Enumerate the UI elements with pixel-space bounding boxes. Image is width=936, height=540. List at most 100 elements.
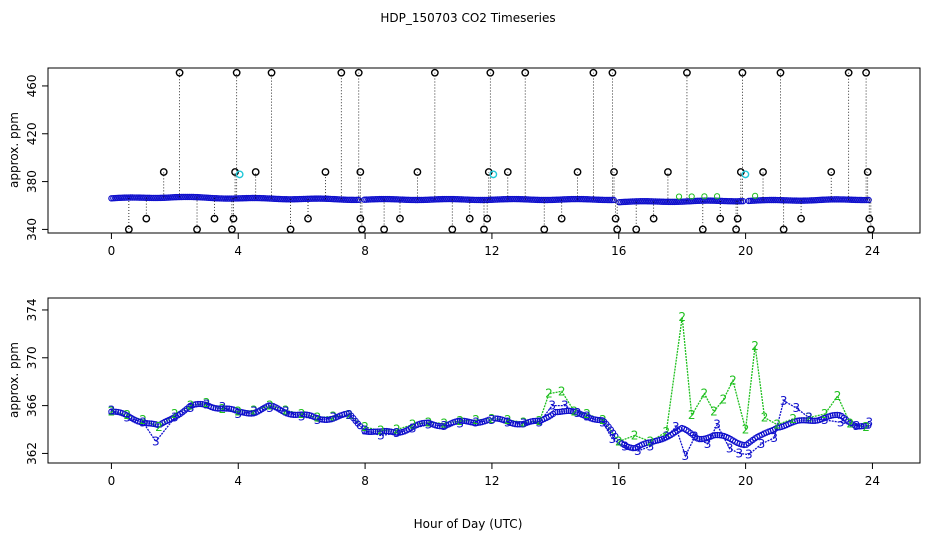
- bottom-series-2-marker: 2: [298, 407, 306, 421]
- top-outlier-349-point: [733, 214, 742, 223]
- bottom-y-tick-label: 370: [25, 346, 39, 369]
- top-outlier-high-point: [267, 68, 276, 77]
- bottom-series-3-marker: 3: [298, 409, 306, 423]
- bottom-avg-point: [698, 435, 705, 443]
- bottom-avg-point: [829, 412, 836, 419]
- bottom-avg-point: [392, 429, 399, 436]
- bottom-series-3-marker: 3: [472, 415, 480, 429]
- bottom-series-3-marker: 3: [266, 401, 274, 415]
- bottom-series-3-marker: 3: [780, 394, 788, 408]
- bottom-avg-point: [319, 416, 326, 423]
- bottom-y-axis-label: approx. ppm: [7, 342, 21, 418]
- bottom-series-2-marker: 2: [615, 434, 623, 448]
- top-x-tick-label: 24: [865, 244, 880, 258]
- top-x-tick-label: 16: [611, 244, 626, 258]
- bottom-avg-point: [292, 411, 299, 419]
- bottom-series-2-marker: 2: [488, 412, 496, 426]
- bottom-series-3-marker: 3: [574, 406, 582, 420]
- bottom-avg-point: [363, 428, 370, 435]
- bottom-avg-point: [472, 419, 479, 426]
- bottom-series-3-marker: 3: [488, 413, 496, 427]
- bottom-avg-point: [554, 408, 561, 416]
- bottom-avg-point: [372, 428, 379, 435]
- bottom-y-tick-label: 366: [25, 394, 39, 417]
- bottom-series-2-marker: 2: [761, 411, 769, 425]
- bottom-avg-point: [567, 407, 575, 415]
- bottom-series-3-marker: 3: [345, 408, 353, 422]
- top-outlier-340-point: [779, 225, 788, 234]
- top-outlier-mid-point: [863, 168, 872, 176]
- bottom-avg-point: [856, 423, 863, 430]
- bottom-avg-point: [141, 419, 148, 427]
- top-outlier-high-point: [354, 68, 363, 77]
- bottom-avg-point: [419, 420, 426, 427]
- bottom-avg-point: [809, 417, 816, 425]
- top-outlier-340-point: [448, 225, 457, 234]
- bottom-avg-point: [516, 421, 523, 428]
- bottom-x-tick-label: 16: [611, 474, 626, 488]
- bottom-avg-point: [243, 410, 250, 417]
- top-outlier-high-point: [738, 68, 747, 77]
- top-outlier-349-point: [649, 214, 658, 223]
- bottom-avg-point: [438, 423, 446, 430]
- bottom-series-3-marker: 3: [609, 432, 617, 446]
- chart-title: HDP_150703 CO2 Timeseries: [380, 11, 555, 25]
- top-green-point: [675, 193, 683, 200]
- bottom-avg-point: [381, 427, 388, 435]
- bottom-series-3-marker: 3: [536, 415, 544, 429]
- top-baseline-point: [351, 196, 359, 204]
- bottom-series-3-marker: 3: [691, 430, 699, 444]
- bottom-series-3-marker: 3: [561, 399, 569, 413]
- bottom-avg-point: [296, 411, 304, 418]
- top-plot-frame: [47, 67, 921, 234]
- bottom-series-3-marker: 3: [219, 400, 227, 414]
- top-outlier-349-point: [465, 214, 474, 223]
- bottom-avg-point: [199, 401, 206, 408]
- bottom-avg-point: [197, 400, 204, 408]
- bottom-series-2-marker: 2: [571, 405, 579, 419]
- bottom-series-3-marker: 3: [234, 407, 242, 421]
- top-outlier-349-point: [229, 214, 238, 223]
- bottom-series-3-marker: 3: [330, 411, 338, 425]
- bottom-avg-point: [294, 411, 302, 418]
- bottom-series-3-marker: 3: [853, 419, 861, 433]
- top-y-tick-label: 420: [25, 122, 39, 145]
- bottom-series-3-marker: 3: [314, 413, 322, 427]
- bottom-avg-point: [512, 420, 519, 428]
- bottom-series-2-marker: 2: [710, 405, 718, 419]
- top-x-tick-label: 8: [361, 244, 369, 258]
- bottom-avg-point: [290, 411, 297, 418]
- bottom-series-2-marker: 2: [805, 411, 813, 425]
- bottom-series-2-marker: 2: [250, 403, 258, 417]
- top-cyan-point: [741, 170, 750, 179]
- bottom-series-3-marker: 3: [805, 411, 813, 425]
- bottom-series-2-marker: 2: [688, 408, 696, 422]
- top-baseline-point: [610, 196, 617, 204]
- top-panel: 0 4 8 12 16 20 24 340 380 420 460 approx. ppm: [7, 67, 921, 258]
- bottom-avg-point: [301, 411, 308, 418]
- top-outlier-349-point: [142, 214, 151, 223]
- top-outlier-349-point: [865, 214, 874, 223]
- bottom-avg-point: [148, 420, 155, 427]
- top-outlier-340-point: [193, 225, 201, 234]
- top-outlier-high-point: [608, 68, 617, 77]
- bottom-series-2-marker: 2: [393, 423, 401, 437]
- top-cyan-point: [489, 170, 498, 179]
- top-green-point: [752, 192, 759, 199]
- bottom-series-2-marker: 2: [234, 405, 242, 419]
- top-green-point: [701, 193, 708, 200]
- bottom-avg-point: [592, 416, 599, 423]
- bottom-series-3-marker: 3: [152, 434, 160, 448]
- bottom-avg-point: [194, 400, 202, 408]
- top-outlier-349-point: [797, 214, 805, 223]
- bottom-series-2-marker: 2: [631, 429, 639, 443]
- bottom-avg-point: [219, 405, 226, 412]
- bottom-series-3-marker: 3: [504, 415, 512, 429]
- bottom-series-2-marker: 2: [108, 405, 116, 419]
- top-outlier-high-point: [175, 68, 184, 77]
- top-x-tick-label: 0: [108, 244, 116, 258]
- bottom-series-2-marker: 2: [742, 423, 750, 437]
- bottom-avg-point: [365, 428, 373, 435]
- bottom-avg-point: [221, 405, 228, 412]
